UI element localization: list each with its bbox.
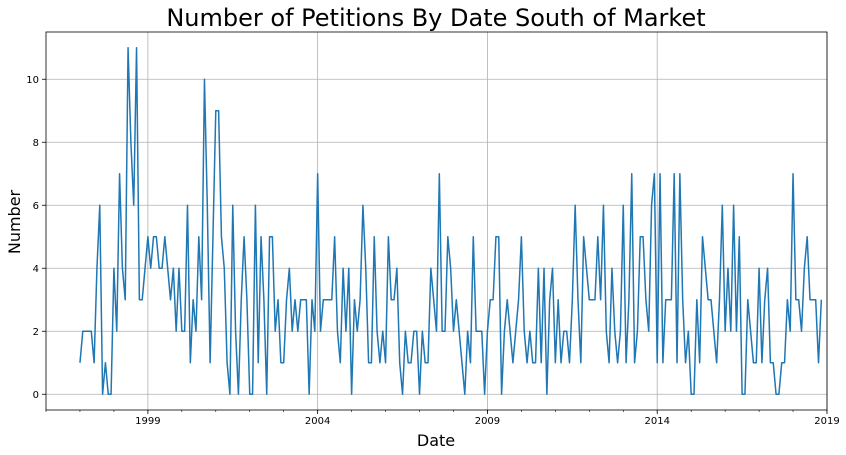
x-tick-label: 1999	[135, 416, 160, 427]
plot-frame	[45, 31, 828, 411]
x-tick-label: 2014	[644, 416, 669, 427]
x-tick-label: 2019	[814, 416, 839, 427]
chart-title: Number of Petitions By Date South of Mar…	[166, 4, 705, 32]
y-tick-label: 8	[33, 138, 39, 149]
x-tick-label: 2009	[475, 416, 500, 427]
x-tick-label: 2004	[305, 416, 330, 427]
x-axis-title: Date	[417, 431, 455, 450]
series-line	[79, 47, 823, 395]
x-axis: 1999 2004 2009 2014 2019	[45, 410, 840, 427]
y-tick-label: 2	[33, 327, 39, 338]
y-tick-label: 0	[33, 390, 39, 401]
y-axis-title: Number	[5, 189, 24, 254]
y-tick-label: 4	[33, 264, 39, 275]
grid	[46, 32, 828, 410]
y-axis: 0 2 4 6 8 10	[26, 75, 46, 401]
y-tick-label: 6	[33, 201, 39, 212]
series-group	[79, 47, 823, 395]
y-tick-label: 10	[26, 75, 39, 86]
